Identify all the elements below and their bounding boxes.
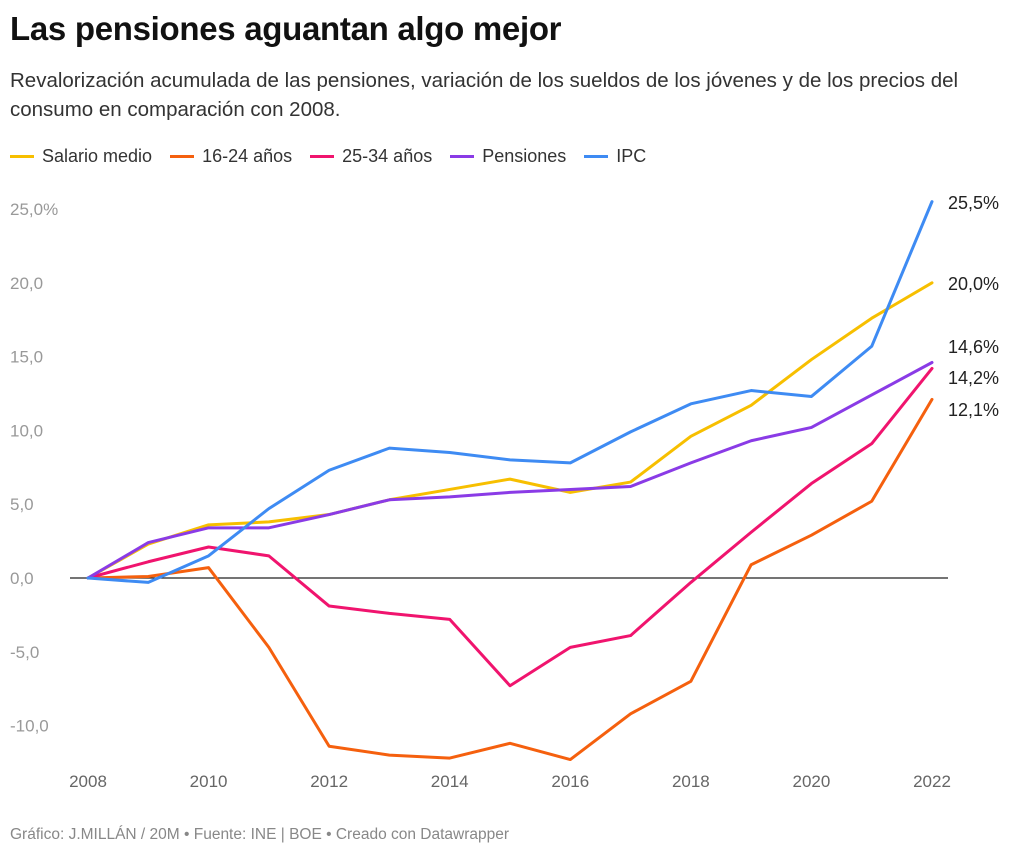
end-value-label: 25,5% (948, 193, 999, 213)
x-tick-label: 2018 (672, 772, 710, 791)
x-tick-label: 2012 (310, 772, 348, 791)
footer-credits: Gráfico: J.MILLÁN / 20M • Fuente: INE | … (10, 826, 510, 843)
legend: Salario medio 16-24 años 25-34 años Pension… (10, 146, 664, 167)
legend-swatch (584, 155, 609, 158)
legend-label: 25-34 años (342, 146, 433, 166)
x-tick-label: 2014 (431, 772, 469, 791)
end-value-label: 14,2% (948, 368, 999, 388)
legend-swatch (310, 155, 335, 158)
chart-subtitle: Revalorización acumulada de las pensione… (10, 69, 959, 121)
x-tick-label: 2020 (793, 772, 831, 791)
end-value-label: 12,1% (948, 400, 999, 420)
legend-swatch (450, 155, 475, 158)
legend-item: 16-24 años (170, 146, 292, 167)
x-tick-label: 2008 (69, 772, 107, 791)
legend-label: Pensiones (482, 146, 567, 166)
legend-label: Salario medio (42, 146, 153, 166)
y-tick-label: 5,0 (10, 495, 34, 514)
y-tick-label: 20,0 (10, 274, 43, 293)
legend-label: 16-24 años (202, 146, 293, 166)
legend-item: IPC (584, 146, 646, 167)
legend-swatch (170, 155, 195, 158)
x-tick-label: 2016 (551, 772, 589, 791)
y-tick-label: -5,0 (10, 643, 39, 662)
legend-swatch (10, 155, 34, 158)
legend-item: Pensiones (450, 146, 566, 167)
end-value-label: 14,6% (948, 337, 999, 357)
legend-item: 25-34 años (310, 146, 432, 167)
series-line-salario-medio (86, 281, 934, 580)
x-tick-label: 2022 (913, 772, 951, 791)
x-tick-label: 2010 (190, 772, 228, 791)
chart-title: Las pensiones aguantan algo mejor (10, 10, 562, 47)
y-tick-label: -10,0 (10, 717, 49, 736)
y-tick-label: 0,0 (10, 569, 34, 588)
end-value-label: 20,0% (948, 274, 999, 294)
y-tick-label: 25,0% (10, 200, 58, 219)
y-tick-label: 10,0 (10, 421, 43, 440)
legend-item: Salario medio (10, 146, 152, 167)
series-line-16-24-a-os (86, 397, 934, 762)
legend-label: IPC (616, 146, 647, 166)
y-tick-label: 15,0 (10, 348, 43, 367)
